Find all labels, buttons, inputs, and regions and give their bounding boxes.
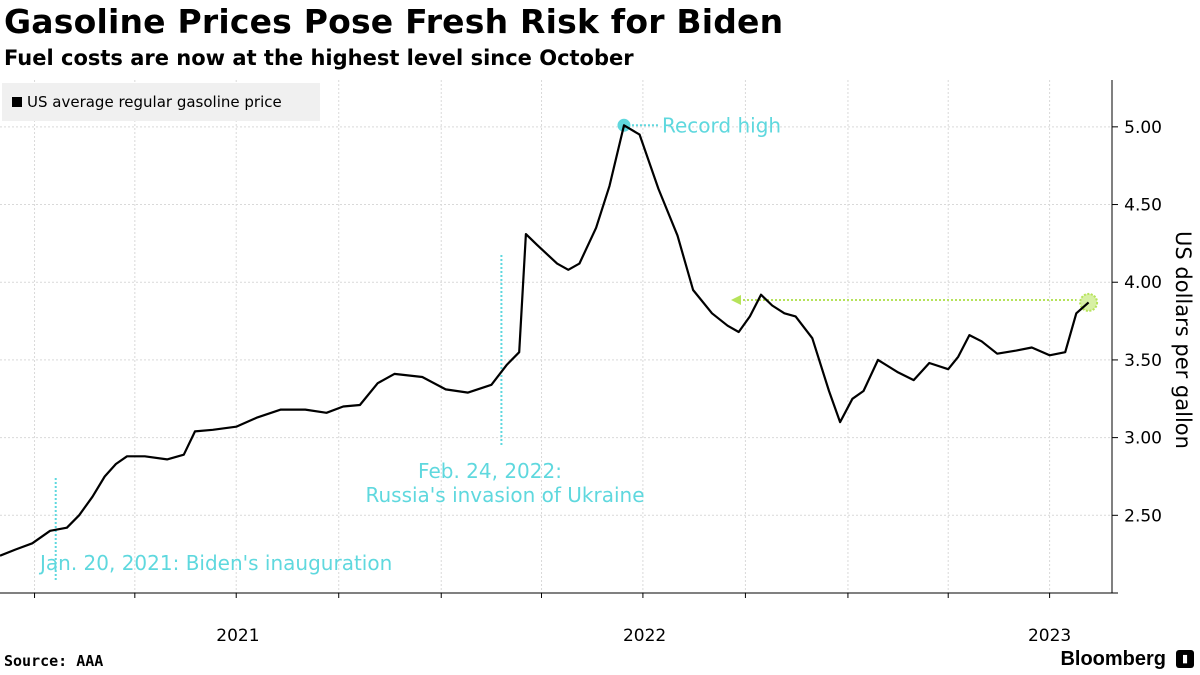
y-tick-label: 3.50 <box>1124 351 1162 371</box>
october-arrowhead <box>731 295 741 305</box>
gridlines <box>0 80 1112 593</box>
x-tick-label: 2022 <box>623 626 666 646</box>
legend: US average regular gasoline price <box>2 83 320 121</box>
annotations: Jan. 20, 2021: Biden's inauguration Feb. … <box>38 113 1099 580</box>
invasion-label-line2: Russia's invasion of Ukraine <box>365 483 644 507</box>
y-axis-label: US dollars per gallon <box>1171 231 1195 449</box>
axes: 2.50 3.00 3.50 4.00 4.50 5.00 2021 2022 2023 <box>0 80 1162 646</box>
y-tick-label: 4.50 <box>1124 196 1162 216</box>
y-tick-label: 2.50 <box>1124 506 1162 526</box>
chart-subtitle: Fuel costs are now at the highest level … <box>4 46 634 70</box>
x-tick-label: 2021 <box>216 626 259 646</box>
chart-title: Gasoline Prices Pose Fresh Risk for Bide… <box>4 2 784 41</box>
x-tick-label: 2023 <box>1028 626 1071 646</box>
y-tick-label: 3.00 <box>1124 429 1162 449</box>
inauguration-label: Jan. 20, 2021: Biden's inauguration <box>38 551 392 575</box>
bloomberg-terminal-icon: ▮ <box>1176 650 1194 668</box>
brand-logo: Bloomberg <box>1060 648 1166 670</box>
legend-swatch <box>12 97 22 107</box>
legend-label: US average regular gasoline price <box>27 93 282 111</box>
y-tick-label: 4.00 <box>1124 273 1162 293</box>
source-note: Source: AAA <box>4 652 104 670</box>
series-line <box>0 124 1090 557</box>
record-high-label: Record high <box>662 113 781 137</box>
invasion-label-line1: Feb. 24, 2022: <box>418 459 562 483</box>
y-tick-label: 5.00 <box>1124 118 1162 138</box>
